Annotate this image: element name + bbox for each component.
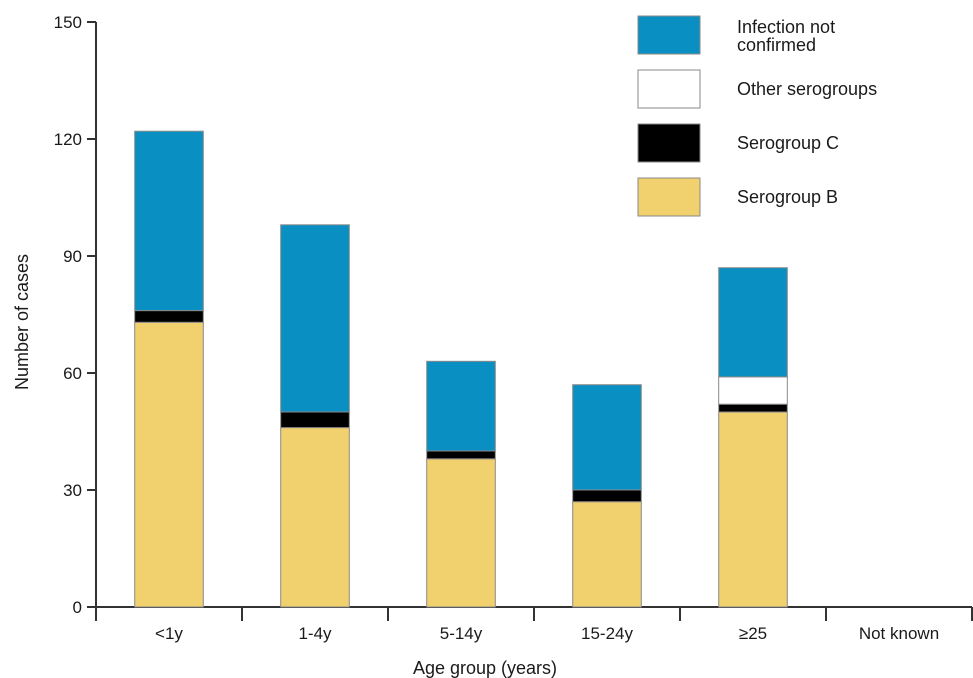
y-tick-label-0: 0	[73, 598, 82, 617]
bar-15-24y-infection-not-confirmed	[572, 384, 642, 491]
legend-label-other-serogroups: Other serogroups	[737, 79, 877, 99]
legend-swatch-other-serogroups	[637, 69, 701, 109]
bar-lt1y-infection-not-confirmed	[134, 130, 204, 312]
bar-ge25-serogroup-b	[718, 411, 788, 608]
bar-5-14y-infection-not-confirmed	[426, 360, 496, 452]
legend-label-line: Serogroup B	[737, 187, 838, 207]
bar-15-24y-serogroup-b	[572, 501, 642, 608]
x-tick-label-5-14y: 5-14y	[440, 624, 483, 643]
x-tick-label-not-known: Not known	[859, 624, 939, 643]
bar-5-14y-serogroup-c	[426, 450, 496, 460]
y-axis-title: Number of cases	[12, 254, 32, 390]
y-tick-label-120: 120	[54, 130, 82, 149]
legend-label-line: confirmed	[737, 35, 816, 55]
legend-label-line: Serogroup C	[737, 133, 839, 153]
y-tick-label-90: 90	[63, 247, 82, 266]
y-tick-label-60: 60	[63, 364, 82, 383]
bar-5-14y-serogroup-b	[426, 458, 496, 608]
legend-swatch-serogroup-b	[637, 177, 701, 217]
legend-swatch-serogroup-c	[637, 123, 701, 163]
legend-label-serogroup-b: Serogroup B	[737, 187, 838, 207]
bar-ge25-other-serogroups	[718, 376, 788, 405]
bar-ge25-serogroup-c	[718, 403, 788, 413]
x-tick-label-ge25: ≥25	[739, 624, 767, 643]
bar-ge25-infection-not-confirmed	[718, 267, 788, 378]
y-tick-label-30: 30	[63, 481, 82, 500]
y-axis: 0 30 60 90 120 150	[54, 13, 97, 617]
bar-lt1y-serogroup-c	[134, 310, 204, 323]
bars	[134, 130, 788, 608]
legend: Infection not confirmed Other serogroups Se…	[637, 15, 877, 217]
bar-lt1y-serogroup-b	[134, 321, 204, 608]
x-axis: <1y 1-4y 5-14y 15-24y ≥25 Not known	[95, 606, 973, 643]
x-tick-label-1-4y: 1-4y	[298, 624, 332, 643]
legend-swatch-infection-not-confirmed	[637, 15, 701, 55]
legend-label-serogroup-c: Serogroup C	[737, 133, 839, 153]
bar-15-24y-serogroup-c	[572, 489, 642, 503]
bar-1-4y-serogroup-c	[280, 411, 350, 429]
legend-label-line: Infection not	[737, 17, 835, 37]
bar-1-4y-serogroup-b	[280, 427, 350, 608]
x-tick-label-15-24y: 15-24y	[581, 624, 633, 643]
x-tick-label-lt1y: <1y	[155, 624, 183, 643]
legend-label-infection-not-confirmed: Infection not confirmed	[737, 17, 835, 55]
bar-1-4y-infection-not-confirmed	[280, 224, 350, 413]
legend-label-line: Other serogroups	[737, 79, 877, 99]
x-axis-title: Age group (years)	[413, 658, 557, 678]
y-tick-label-150: 150	[54, 13, 82, 32]
